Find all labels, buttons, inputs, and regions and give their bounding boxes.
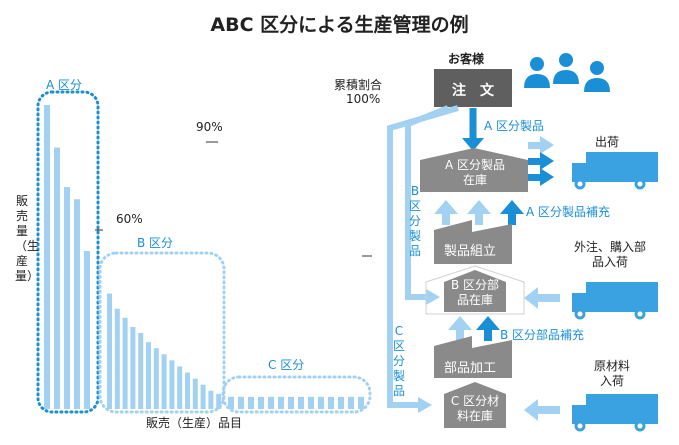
bar-b-7 [153, 348, 159, 409]
bar-a-5 [84, 250, 90, 409]
raw-material-arrowhead [524, 399, 538, 421]
bar-b-10 [177, 366, 183, 409]
processing-label: 部品加工 [444, 361, 497, 376]
a-replenish-label: A 区分製品補充 [526, 205, 611, 219]
group-c-outline [221, 375, 372, 414]
order-arrowhead [462, 138, 484, 151]
c-product-vertical-label: C 区分製品 [392, 324, 405, 398]
group-b-label: B 区分 [137, 236, 174, 250]
bar-b-8 [161, 354, 167, 409]
chart-bars [44, 105, 364, 409]
a-product-label: A 区分製品 [484, 119, 545, 133]
a-replenish-arrows [434, 200, 524, 225]
b-product-vertical-label: B 区分製品 [408, 184, 421, 258]
bar-b-6 [146, 342, 151, 409]
b-channel-arrowhead [426, 289, 440, 305]
bar-b-9 [169, 360, 175, 409]
group-a-outline [36, 90, 100, 414]
customer-group-icon [524, 53, 610, 92]
bar-c-2 [238, 396, 244, 409]
b-replenish-arrows [448, 316, 500, 341]
bar-b-2 [114, 308, 120, 409]
assembly-factory [434, 220, 512, 264]
bar-b-14 [208, 390, 214, 409]
bar-c-13 [348, 396, 354, 409]
bar-a-1 [44, 105, 50, 409]
cum-label: 累積割合 [334, 78, 383, 92]
group-a-label: A 区分 [46, 78, 83, 92]
pct-60-label: 60% [116, 212, 143, 226]
bar-b-13 [200, 384, 206, 409]
a-stock-label: A 区分製品在庫 [444, 158, 506, 187]
bar-a-2 [54, 147, 60, 409]
bar-c-14 [358, 396, 364, 409]
c-product-channel [387, 105, 459, 408]
x-axis-label: 販売（生産）品目 [146, 416, 243, 430]
order-box [434, 69, 512, 107]
bar-c-4 [258, 396, 264, 409]
bar-b-12 [192, 378, 198, 409]
cum-100-label: 100% [346, 92, 381, 106]
b-replenish-label: B 区分部品補充 [500, 328, 585, 342]
b-stock-label: B 区分部品在庫 [450, 278, 500, 307]
bar-b-5 [138, 333, 144, 409]
bar-c-9 [308, 396, 314, 409]
pct-90-label: 90% [196, 120, 223, 134]
group-c-label: C 区分 [268, 358, 305, 372]
outsourcing-arrowhead [524, 287, 538, 309]
bar-b-3 [122, 317, 128, 409]
bar-c-12 [338, 396, 344, 409]
outsourcing-truck-icon [572, 282, 658, 320]
outsourcing-inbound-arrow [538, 294, 560, 302]
order-label: 注 文 [452, 83, 494, 99]
raw-material-inbound-arrow [538, 406, 560, 414]
page-title: ABC 区分による生産管理の例 [210, 14, 469, 36]
customer-label: お客様 [448, 52, 485, 66]
shipping-truck-icon [572, 152, 658, 190]
group-b-outline [98, 251, 226, 414]
bar-c-11 [328, 396, 334, 409]
bar-c-8 [298, 396, 304, 409]
bar-c-1 [228, 396, 234, 409]
c-stock-label: C 区分材料在庫 [450, 394, 500, 423]
b-stock-house [444, 270, 506, 312]
shipping-label: 出荷 [595, 135, 620, 149]
raw-material-label: 原材料入荷 [593, 359, 630, 388]
processing-factory [434, 336, 512, 378]
bar-a-3 [64, 187, 70, 409]
bar-b-4 [130, 326, 136, 409]
bar-b-1 [107, 293, 112, 409]
raw-material-truck-icon [572, 394, 658, 432]
outsourcing-label: 外注、購入部品入荷 [574, 240, 647, 269]
bar-b-15 [216, 393, 222, 409]
bar-b-11 [185, 372, 190, 409]
bar-c-7 [288, 396, 294, 409]
bar-a-4 [74, 199, 80, 409]
assembly-label: 製品組立 [444, 244, 497, 259]
c-stock-house [444, 382, 506, 428]
bar-c-10 [318, 396, 324, 409]
bar-c-6 [278, 396, 284, 409]
bar-c-5 [268, 396, 274, 409]
bar-c-3 [248, 396, 254, 409]
shipping-arrows [528, 136, 554, 186]
c-channel-arrowhead [418, 397, 432, 413]
a-stock-house [420, 148, 528, 192]
